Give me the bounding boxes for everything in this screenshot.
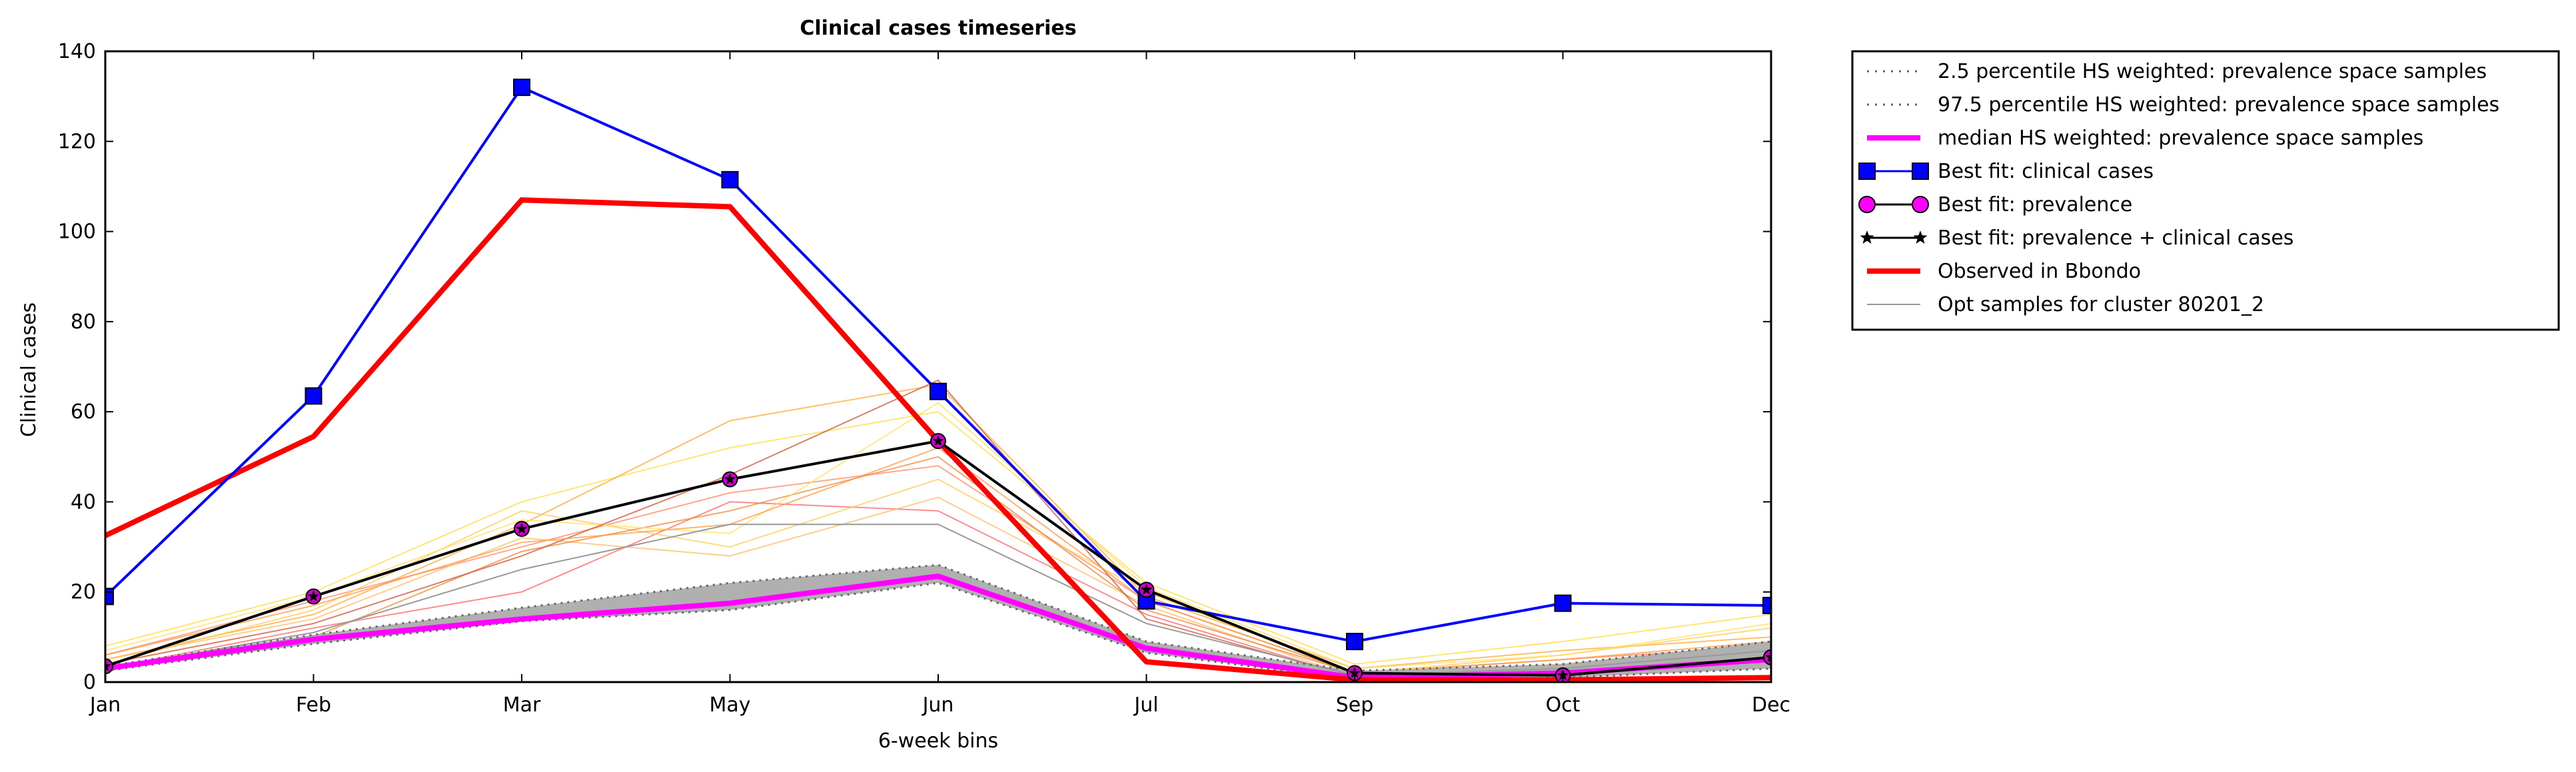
sample-line-5: [105, 478, 1771, 674]
plot-content: [105, 79, 1771, 682]
legend-entry-2-label: 97.5 percentile HS weighted: prevalence …: [1938, 93, 2499, 117]
sample-line-2: [105, 384, 1771, 669]
y-tick-label-20: 20: [71, 581, 96, 604]
y-tick-label-100: 100: [58, 220, 96, 244]
sample-line-1: [105, 411, 1771, 665]
x-tick-label-mar: Mar: [503, 693, 541, 717]
opt-samples-line: [105, 524, 1771, 676]
combined-point-jan: [105, 660, 111, 671]
legend: 2.5 percentile HS weighted: prevalence s…: [1851, 50, 2560, 331]
legend-entry-4-label: Best fit: clinical cases: [1938, 160, 2154, 183]
clinical-point-mar: [513, 79, 530, 97]
combined-point-may: [724, 473, 736, 484]
sample-line-8: [105, 402, 1771, 669]
combined-point-jul: [1140, 583, 1153, 595]
legend-entry-3-label: median HS weighted: prevalence space sam…: [1938, 127, 2423, 150]
x-tick-label-jun: Jun: [922, 693, 954, 717]
y-tick-label-140: 140: [58, 40, 96, 63]
legend-entry-8-label: Opt samples for cluster 80201_2: [1938, 293, 2264, 316]
clinical-point-may: [721, 171, 739, 189]
y-tick-label-0: 0: [83, 671, 96, 694]
clinical-point-sep: [1346, 633, 1363, 651]
legend-entry-5-marker-1: [1858, 196, 1876, 213]
y-tick-label-60: 60: [71, 400, 96, 424]
best-fit-combined-line: [105, 439, 1771, 677]
combined-point-sep: [1349, 667, 1361, 678]
x-tick-label-oct: Oct: [1546, 693, 1581, 717]
p97-5-line: [105, 564, 1771, 672]
x-tick-label-jan: Jan: [89, 693, 121, 717]
legend-entry-5-marker-2: [1912, 196, 1929, 213]
best-fit-clinical-line: [105, 85, 1771, 643]
legend-entry-4-marker-2: [1912, 163, 1929, 180]
axes: Jan Feb Mar May Jun Jul Sep Oct Dec 0 20 40 60 80 100 1…: [58, 40, 1790, 717]
y-axis-label: Clinical cases: [17, 302, 41, 437]
sample-line-7: [105, 456, 1771, 674]
clinical-point-jun: [930, 382, 947, 400]
legend-entry-4-marker-1: [1858, 163, 1876, 180]
x-tick-label-dec: Dec: [1752, 693, 1790, 717]
legend-entry-7-label: Observed in Bbondo: [1938, 260, 2141, 283]
clinical-point-feb: [305, 387, 322, 405]
combined-point-mar: [516, 523, 528, 534]
plot-frame: [104, 50, 1772, 683]
legend-entry-6-marker-2: [1913, 230, 1928, 244]
y-tick-label-80: 80: [71, 310, 96, 334]
legend-entry-6-marker-1: [1860, 230, 1874, 244]
x-tick-label-sep: Sep: [1336, 693, 1374, 717]
sample-line-10: [105, 447, 1771, 674]
y-tick-label-120: 120: [58, 130, 96, 153]
x-tick-label-jul: Jul: [1133, 693, 1158, 717]
plot-area: [105, 79, 1771, 682]
legend-entry-1-label: 2.5 percentile HS weighted: prevalence s…: [1938, 60, 2487, 83]
x-tick-label-feb: Feb: [296, 693, 331, 717]
combined-point-jun: [932, 435, 944, 446]
y-tick-label-40: 40: [71, 490, 96, 514]
legend-entry-6-label: Best fit: prevalence + clinical cases: [1938, 226, 2293, 250]
legend-box: [1851, 50, 2560, 331]
legend-entry-5-label: Best fit: prevalence: [1938, 193, 2132, 216]
clinical-point-oct: [1554, 594, 1572, 612]
combined-point-dec: [1765, 651, 1771, 663]
chart-title: Clinical cases timeseries: [800, 17, 1076, 40]
x-tick-label-may: May: [709, 693, 750, 717]
combined-point-feb: [307, 590, 320, 601]
x-axis-label: 6-week bins: [878, 729, 998, 753]
clinical-point-dec: [1762, 597, 1771, 615]
